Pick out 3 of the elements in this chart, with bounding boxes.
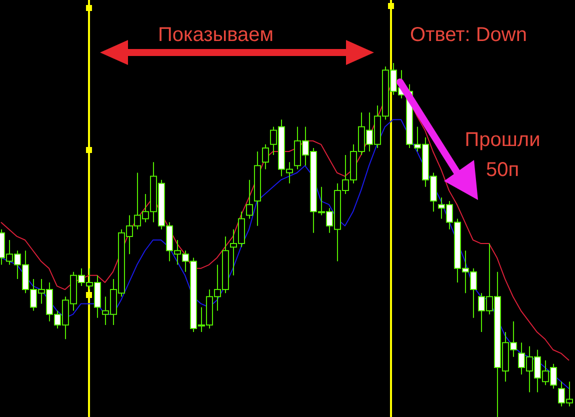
text: Показываем	[158, 23, 274, 48]
annotation: Прошли 50п	[464, 128, 542, 183]
text: Ответ: Down	[410, 23, 527, 48]
